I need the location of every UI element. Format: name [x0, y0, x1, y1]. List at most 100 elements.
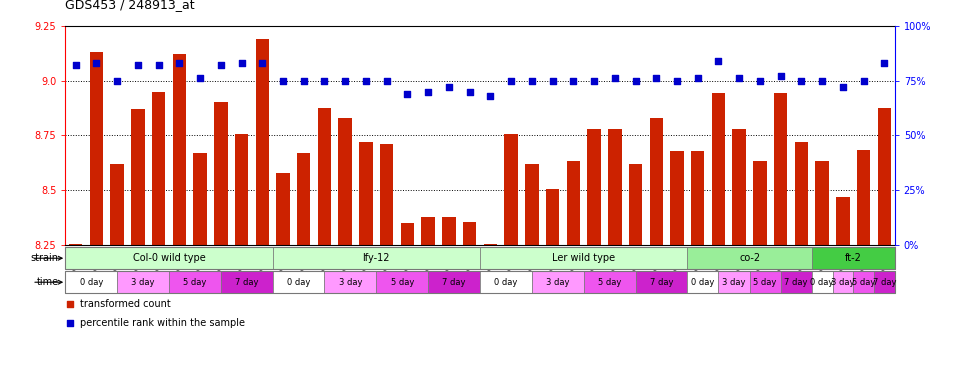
Bar	[480, 247, 687, 269]
Point	[503, 78, 518, 83]
Text: lfy-12: lfy-12	[363, 253, 390, 263]
Text: 0 day: 0 day	[80, 278, 103, 287]
Bar	[297, 153, 310, 245]
Bar	[711, 93, 725, 245]
Bar	[273, 247, 480, 269]
Point	[276, 78, 291, 83]
Point	[517, 246, 533, 252]
Bar	[877, 108, 891, 245]
Text: 3 day: 3 day	[132, 278, 155, 287]
Text: 5 day: 5 day	[183, 278, 206, 287]
Bar	[376, 271, 428, 293]
Text: strain: strain	[31, 253, 59, 263]
Bar	[650, 118, 663, 245]
Bar	[588, 129, 601, 245]
Bar	[857, 150, 871, 245]
Point	[710, 58, 726, 64]
Bar	[629, 164, 642, 245]
Text: co-2: co-2	[739, 253, 760, 263]
Bar	[480, 271, 532, 293]
Text: 3 day: 3 day	[339, 278, 362, 287]
Bar	[273, 271, 324, 293]
Point	[358, 78, 373, 83]
Point	[192, 75, 207, 81]
Text: 0 day: 0 day	[810, 278, 834, 287]
Bar	[853, 271, 874, 293]
Bar	[339, 118, 352, 245]
Bar	[318, 108, 331, 245]
Bar	[255, 39, 269, 245]
Bar	[421, 217, 435, 245]
Bar	[546, 189, 560, 245]
Bar	[380, 144, 394, 245]
Point	[131, 62, 146, 68]
Bar	[359, 142, 372, 245]
Bar	[732, 129, 746, 245]
Bar	[193, 153, 206, 245]
Text: GDS453 / 248913_at: GDS453 / 248913_at	[65, 0, 195, 11]
Bar	[691, 151, 705, 245]
Point	[524, 78, 540, 83]
Point	[669, 78, 684, 83]
Text: time: time	[36, 277, 59, 287]
Point	[213, 62, 228, 68]
Text: Ler wild type: Ler wild type	[552, 253, 615, 263]
Bar	[504, 134, 517, 245]
Point	[649, 75, 664, 81]
Bar	[608, 129, 621, 245]
Bar	[754, 161, 767, 245]
Bar	[795, 142, 808, 245]
Point	[545, 78, 561, 83]
Bar	[428, 271, 480, 293]
Bar	[152, 92, 165, 245]
Text: 0 day: 0 day	[691, 278, 714, 287]
Text: 3 day: 3 day	[831, 278, 854, 287]
Point	[296, 78, 311, 83]
Text: transformed count: transformed count	[81, 299, 171, 309]
Text: 5 day: 5 day	[852, 278, 876, 287]
Bar	[132, 109, 145, 245]
Text: 7 day: 7 day	[235, 278, 258, 287]
Bar	[65, 247, 273, 269]
Point	[753, 78, 768, 83]
Point	[587, 78, 602, 83]
Bar	[214, 102, 228, 245]
Text: 3 day: 3 day	[546, 278, 569, 287]
Bar	[525, 164, 539, 245]
Point	[338, 78, 353, 83]
Text: 5 day: 5 day	[754, 278, 777, 287]
Bar	[636, 271, 687, 293]
Text: ft-2: ft-2	[845, 253, 862, 263]
Point	[732, 75, 747, 81]
Point	[462, 89, 477, 94]
Point	[876, 60, 892, 66]
Point	[317, 78, 332, 83]
Point	[68, 62, 84, 68]
Point	[420, 89, 436, 94]
Bar	[718, 271, 750, 293]
Text: 7 day: 7 day	[650, 278, 673, 287]
Point	[151, 62, 166, 68]
Text: 7 day: 7 day	[784, 278, 808, 287]
Bar	[687, 271, 718, 293]
Point	[773, 73, 788, 79]
Bar	[832, 271, 853, 293]
Bar	[276, 173, 290, 245]
Bar	[443, 217, 456, 245]
Point	[88, 60, 104, 66]
Point	[814, 78, 829, 83]
Point	[379, 78, 395, 83]
Bar	[874, 271, 895, 293]
Bar	[484, 244, 497, 245]
Bar	[89, 52, 103, 245]
Point	[607, 75, 622, 81]
Bar	[687, 247, 812, 269]
Bar	[173, 54, 186, 245]
Text: 0 day: 0 day	[494, 278, 517, 287]
Point	[856, 78, 872, 83]
Text: 5 day: 5 day	[391, 278, 414, 287]
Text: 7 day: 7 day	[443, 278, 466, 287]
Bar	[532, 271, 584, 293]
Bar	[812, 271, 832, 293]
Bar	[169, 271, 221, 293]
